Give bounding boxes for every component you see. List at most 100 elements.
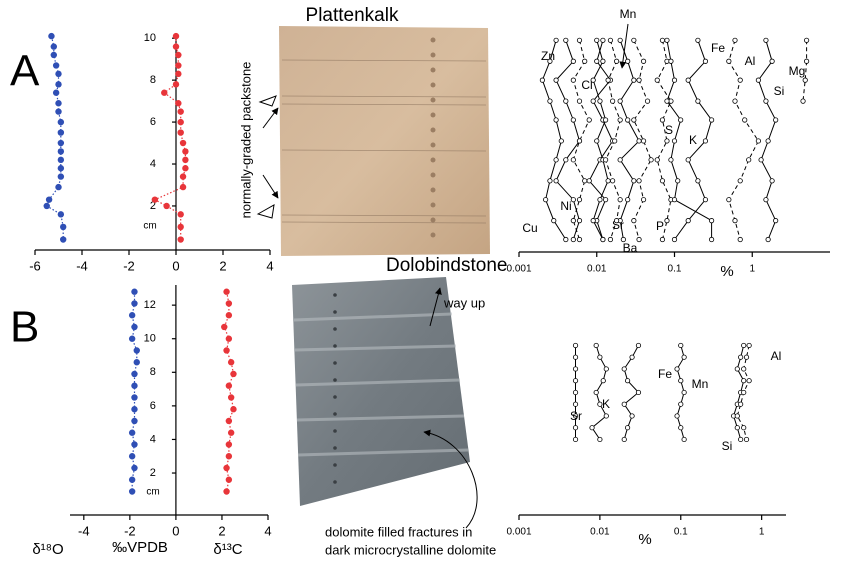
x-tick-label: 0 bbox=[172, 523, 179, 538]
data-point bbox=[173, 43, 179, 49]
series-line bbox=[589, 40, 612, 239]
data-point bbox=[226, 336, 232, 342]
x-tick-label: 0.1 bbox=[674, 527, 688, 538]
data-point bbox=[131, 394, 137, 400]
x-tick-label: 4 bbox=[266, 258, 273, 273]
data-point bbox=[608, 38, 612, 42]
data-point bbox=[548, 59, 552, 63]
y-axis-label: cm bbox=[143, 221, 156, 232]
data-point bbox=[601, 237, 605, 241]
data-point bbox=[618, 158, 622, 162]
data-point bbox=[759, 158, 763, 162]
data-point bbox=[773, 218, 777, 222]
data-point bbox=[742, 390, 746, 394]
data-point bbox=[641, 59, 645, 63]
data-point bbox=[571, 158, 575, 162]
data-point bbox=[614, 218, 618, 222]
data-point bbox=[48, 33, 54, 39]
data-point bbox=[622, 437, 626, 441]
data-point bbox=[228, 394, 234, 400]
data-point bbox=[766, 139, 770, 143]
data-point bbox=[669, 59, 673, 63]
data-point bbox=[58, 173, 64, 179]
data-point bbox=[51, 43, 57, 49]
x-axis-label: % bbox=[638, 531, 651, 548]
data-point bbox=[608, 237, 612, 241]
data-point bbox=[804, 59, 808, 63]
data-point bbox=[55, 81, 61, 87]
data-point bbox=[672, 197, 676, 201]
data-point bbox=[618, 197, 622, 201]
series-label: P bbox=[656, 219, 664, 233]
data-point bbox=[756, 139, 760, 143]
data-point bbox=[175, 52, 181, 58]
data-point bbox=[543, 197, 547, 201]
photo-plattenkalk bbox=[279, 26, 490, 256]
data-point bbox=[223, 465, 229, 471]
data-point bbox=[696, 99, 700, 103]
data-point bbox=[594, 343, 598, 347]
data-point bbox=[727, 197, 731, 201]
data-point bbox=[610, 179, 614, 183]
data-point bbox=[226, 441, 232, 447]
data-point bbox=[738, 355, 742, 359]
y-tick-label: 6 bbox=[150, 400, 156, 412]
data-point bbox=[564, 237, 568, 241]
data-point bbox=[632, 78, 636, 82]
data-point bbox=[733, 99, 737, 103]
data-point bbox=[228, 359, 234, 365]
data-point bbox=[703, 197, 707, 201]
x-tick-label: 1 bbox=[759, 527, 765, 538]
data-point bbox=[548, 99, 552, 103]
data-point bbox=[226, 453, 232, 459]
data-point bbox=[773, 118, 777, 122]
data-point bbox=[625, 378, 629, 382]
data-point bbox=[573, 343, 577, 347]
data-point bbox=[709, 118, 713, 122]
data-point bbox=[742, 343, 746, 347]
data-point bbox=[696, 38, 700, 42]
data-point bbox=[571, 197, 575, 201]
data-point bbox=[764, 99, 768, 103]
data-point bbox=[131, 441, 137, 447]
data-point bbox=[630, 414, 634, 418]
y-tick-label: 10 bbox=[144, 32, 156, 44]
series-label: Ni bbox=[560, 199, 571, 213]
data-point bbox=[182, 157, 188, 163]
y-tick-label: 4 bbox=[150, 158, 156, 170]
data-point bbox=[58, 140, 64, 146]
data-point bbox=[552, 218, 556, 222]
data-point bbox=[665, 218, 669, 222]
data-point bbox=[601, 59, 605, 63]
data-point bbox=[686, 78, 690, 82]
data-point bbox=[131, 465, 137, 471]
data-point bbox=[583, 179, 587, 183]
data-point bbox=[669, 158, 673, 162]
data-point bbox=[747, 378, 751, 382]
data-point bbox=[598, 197, 602, 201]
data-point bbox=[548, 179, 552, 183]
data-point bbox=[573, 426, 577, 430]
y-tick-label: 2 bbox=[150, 467, 156, 479]
data-point bbox=[637, 78, 641, 82]
data-point bbox=[696, 179, 700, 183]
data-point bbox=[747, 343, 751, 347]
data-point bbox=[540, 78, 544, 82]
data-point bbox=[735, 367, 739, 371]
series-label: K bbox=[689, 133, 697, 147]
data-point bbox=[58, 129, 64, 135]
data-point bbox=[53, 62, 59, 68]
data-point bbox=[58, 165, 64, 171]
data-point bbox=[554, 78, 558, 82]
data-point bbox=[577, 197, 581, 201]
data-point bbox=[625, 197, 629, 201]
series-label: Si bbox=[774, 84, 785, 98]
data-point bbox=[577, 99, 581, 103]
data-point bbox=[665, 38, 669, 42]
data-point bbox=[595, 59, 599, 63]
data-point bbox=[618, 99, 622, 103]
data-point bbox=[632, 218, 636, 222]
y-tick-label: 8 bbox=[150, 366, 156, 378]
data-point bbox=[55, 184, 61, 190]
data-point bbox=[161, 90, 167, 96]
